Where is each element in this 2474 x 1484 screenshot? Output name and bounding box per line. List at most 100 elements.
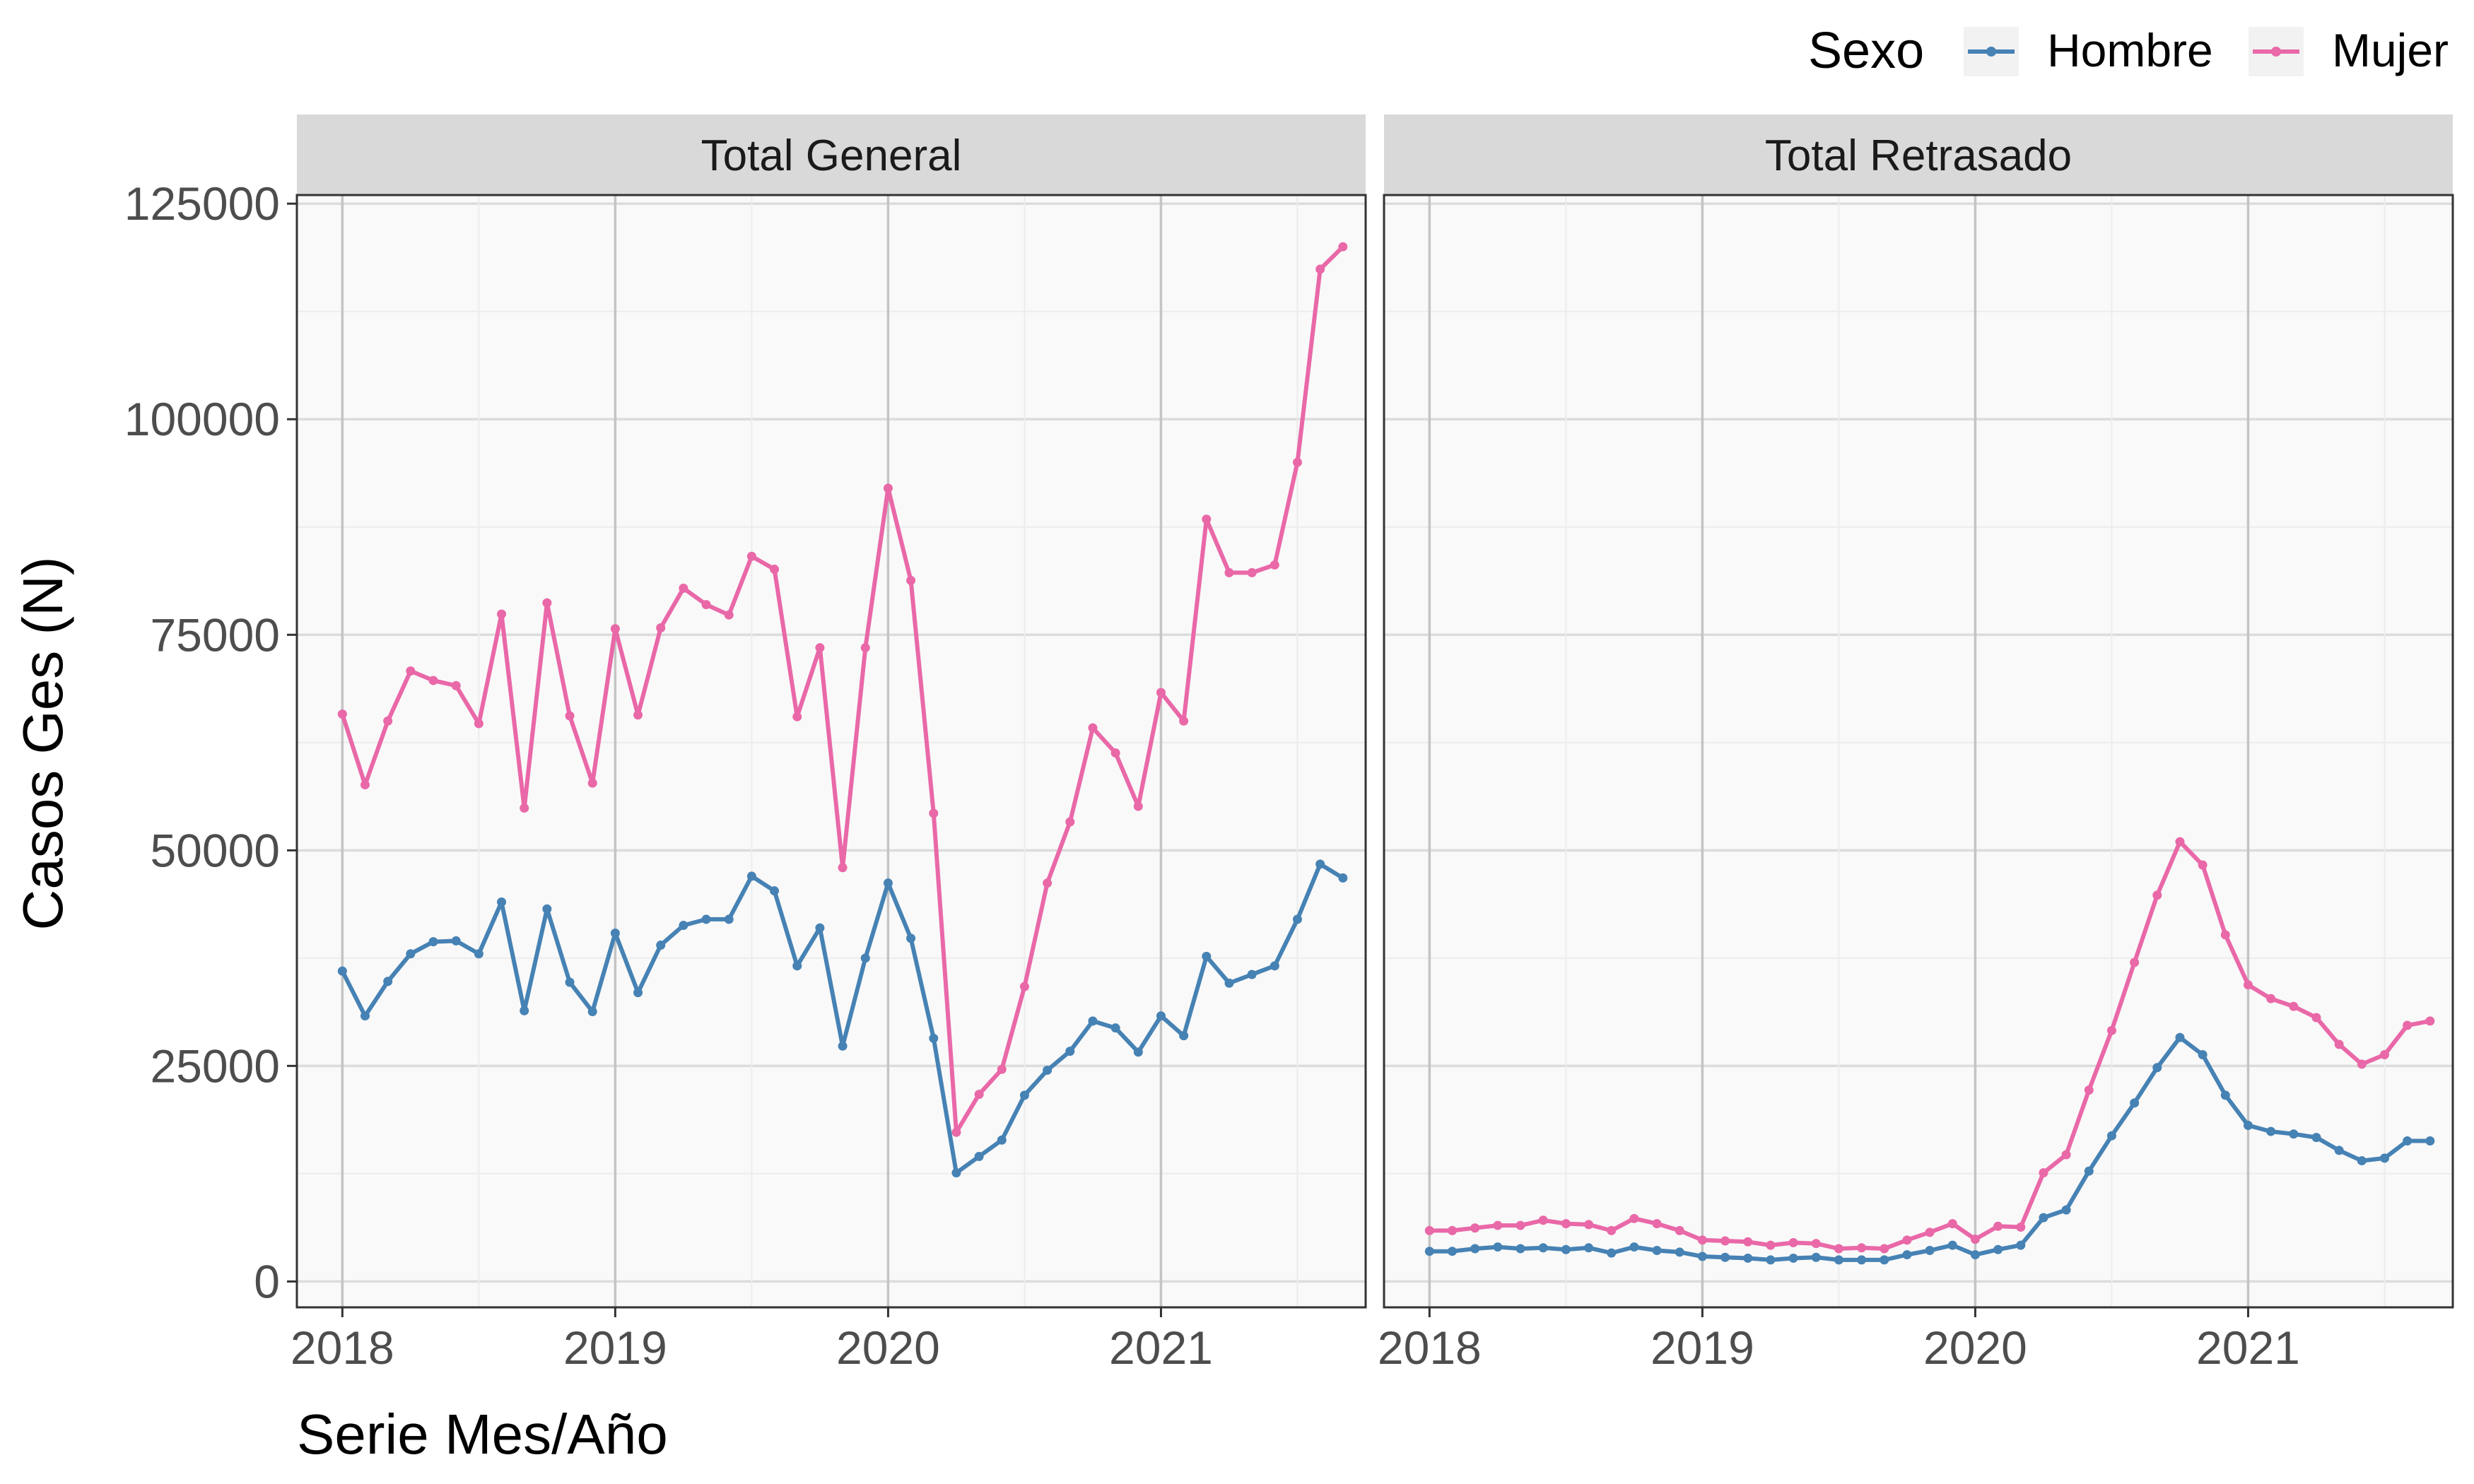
data-point-hombre	[1065, 1047, 1075, 1056]
data-point-hombre	[1292, 914, 1302, 924]
data-point-mujer	[974, 1090, 984, 1100]
y-tick-label: 125000	[124, 177, 280, 230]
data-point-mujer	[1470, 1223, 1480, 1233]
data-point-mujer	[2106, 1025, 2116, 1035]
x-tick-label: 2021	[2196, 1321, 2300, 1374]
data-point-mujer	[2016, 1223, 2026, 1232]
x-tick-label: 2019	[1651, 1321, 1754, 1374]
data-point-mujer	[1880, 1244, 1889, 1254]
data-point-mujer	[2243, 980, 2253, 990]
data-point-hombre	[1043, 1065, 1053, 1075]
data-point-hombre	[951, 1168, 961, 1178]
data-point-hombre	[1338, 873, 1348, 883]
data-point-hombre	[860, 953, 870, 963]
data-point-mujer	[1766, 1240, 1776, 1250]
data-point-mujer	[1270, 560, 1279, 570]
data-point-mujer	[792, 712, 802, 722]
data-point-mujer	[337, 709, 347, 719]
data-point-hombre	[2379, 1153, 2389, 1163]
data-point-hombre	[746, 871, 756, 881]
y-tick-label: 50000	[150, 824, 280, 876]
data-point-hombre	[542, 904, 552, 914]
data-point-hombre	[1019, 1090, 1029, 1100]
data-point-mujer	[770, 565, 780, 575]
data-point-hombre	[2106, 1131, 2116, 1141]
data-point-mujer	[860, 643, 870, 653]
data-point-mujer	[1156, 688, 1166, 697]
data-point-hombre	[1834, 1255, 1843, 1265]
panel-strip-title: Total Retrasado	[1765, 131, 2072, 180]
data-point-mujer	[2198, 860, 2208, 870]
data-point-hombre	[2220, 1090, 2230, 1100]
data-point-mujer	[1720, 1236, 1730, 1246]
data-point-mujer	[1834, 1244, 1843, 1254]
data-point-hombre	[1857, 1255, 1867, 1265]
data-point-mujer	[497, 609, 507, 619]
legend-key-point	[1986, 47, 1996, 57]
data-point-hombre	[520, 1006, 529, 1015]
data-point-mujer	[1902, 1235, 1912, 1245]
data-point-mujer	[1993, 1221, 2003, 1231]
data-point-hombre	[2334, 1146, 2344, 1155]
data-point-mujer	[929, 808, 939, 818]
panel-background	[1384, 195, 2453, 1307]
data-point-hombre	[2039, 1213, 2048, 1223]
data-point-hombre	[1110, 1023, 1120, 1033]
data-point-mujer	[1315, 264, 1325, 274]
data-point-hombre	[2152, 1063, 2162, 1073]
data-point-hombre	[974, 1151, 984, 1161]
data-point-mujer	[2152, 890, 2162, 900]
data-point-mujer	[656, 623, 666, 633]
data-point-mujer	[2425, 1016, 2435, 1026]
legend: Sexo Hombre Mujer	[1808, 23, 2449, 79]
data-point-hombre	[633, 988, 643, 998]
data-point-mujer	[1493, 1220, 1503, 1230]
data-point-hombre	[2175, 1032, 2185, 1042]
panel-1: Total Retrasado 2018 2019 2020 2021	[1378, 114, 2454, 1374]
data-point-mujer	[1697, 1235, 1707, 1245]
data-point-hombre	[2243, 1121, 2253, 1131]
data-point-mujer	[2084, 1085, 2094, 1095]
data-point-hombre	[1315, 859, 1325, 869]
data-point-mujer	[2039, 1168, 2048, 1178]
y-axis: 0 25000 50000 75000 100000 125000	[124, 177, 297, 1307]
data-point-mujer	[383, 716, 393, 726]
data-point-hombre	[792, 961, 802, 971]
data-point-mujer	[1607, 1225, 1617, 1235]
data-point-mujer	[520, 803, 529, 813]
series-mujer	[337, 242, 1348, 1137]
data-point-hombre	[679, 920, 688, 930]
legend-key-point	[2271, 47, 2281, 57]
data-point-mujer	[815, 643, 825, 653]
x-tick-label: 2020	[836, 1321, 940, 1374]
data-point-mujer	[360, 780, 370, 790]
data-point-mujer	[2357, 1059, 2367, 1069]
data-point-mujer	[610, 624, 620, 634]
x-tick-label: 2019	[563, 1321, 667, 1374]
data-point-hombre	[2357, 1156, 2367, 1166]
data-point-mujer	[1424, 1225, 1434, 1235]
data-point-hombre	[1925, 1245, 1935, 1255]
panel-strip	[297, 114, 1366, 195]
data-point-hombre	[770, 886, 780, 896]
data-point-mujer	[2311, 1013, 2321, 1023]
data-point-hombre	[1538, 1243, 1548, 1253]
data-point-hombre	[474, 949, 483, 959]
data-point-mujer	[1629, 1213, 1639, 1223]
data-point-mujer	[1110, 748, 1120, 758]
series-mujer	[1424, 837, 2435, 1254]
data-point-hombre	[1561, 1244, 1571, 1254]
data-point-hombre	[610, 928, 620, 938]
data-point-hombre	[2061, 1205, 2071, 1215]
x-tick-label: 2021	[1109, 1321, 1213, 1374]
data-point-hombre	[1202, 951, 1212, 961]
data-point-mujer	[451, 681, 461, 690]
data-point-mujer	[2266, 994, 2276, 1003]
data-point-mujer	[1652, 1219, 1662, 1229]
data-point-mujer	[1538, 1215, 1548, 1225]
panel-strip	[1384, 114, 2453, 195]
data-point-hombre	[1766, 1255, 1776, 1265]
data-point-mujer	[633, 710, 643, 720]
data-point-mujer	[2334, 1040, 2344, 1049]
